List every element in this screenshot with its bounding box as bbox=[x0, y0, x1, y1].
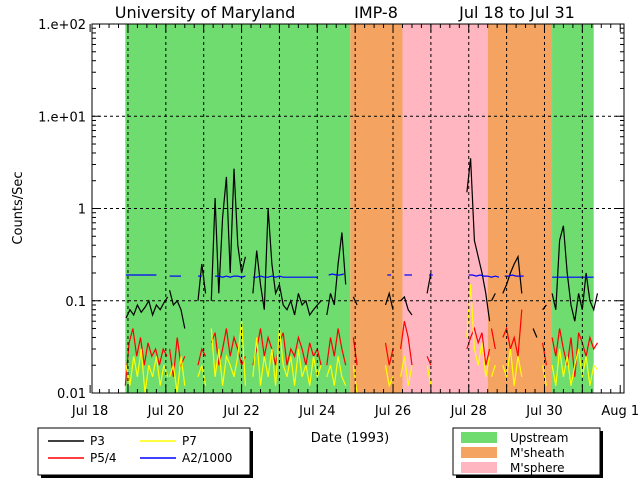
x-axis-label: Date (1993) bbox=[311, 431, 389, 446]
series-line-segment bbox=[400, 321, 413, 366]
series-line-segment bbox=[502, 254, 523, 294]
y-tick-label: 1.e+01 bbox=[38, 110, 86, 125]
series-line-segment bbox=[197, 347, 207, 366]
legend-label: P5/4 bbox=[90, 451, 117, 465]
x-tick-label: Aug 1 bbox=[601, 404, 639, 419]
series-line-segment bbox=[352, 337, 358, 366]
series-line-segment bbox=[490, 328, 496, 350]
chart-title-part: Jul 18 to Jul 31 bbox=[458, 3, 575, 22]
region-msphere bbox=[402, 24, 488, 393]
series-line-segment bbox=[400, 356, 413, 386]
series-line-segment bbox=[197, 263, 207, 301]
series-line-segment bbox=[466, 284, 491, 377]
x-tick-label: Jul 26 bbox=[374, 404, 411, 419]
series-line-segment bbox=[252, 328, 322, 386]
x-tick-label: Jul 20 bbox=[147, 404, 184, 419]
y-axis-label: Counts/Sec bbox=[11, 171, 26, 244]
legend-label: M'sheath bbox=[510, 446, 565, 460]
series-line-segment bbox=[426, 365, 432, 386]
x-tick-label: Jul 22 bbox=[222, 404, 259, 419]
series-line-segment bbox=[542, 365, 547, 386]
series-line-segment bbox=[210, 321, 246, 386]
series-line-segment bbox=[468, 274, 500, 278]
series-line-segment bbox=[532, 328, 538, 338]
series-line-segment bbox=[400, 295, 413, 316]
series-line-segment bbox=[197, 365, 207, 386]
series-line-segment bbox=[426, 272, 432, 294]
x-tick-label: Jul 28 bbox=[450, 404, 487, 419]
x-tick-label: Jul 24 bbox=[298, 404, 335, 419]
series-line-segment bbox=[326, 356, 347, 386]
series-line-segment bbox=[326, 328, 347, 366]
legend-box bbox=[37, 427, 251, 476]
series-a21000 bbox=[126, 273, 594, 278]
legend-label: M'sphere bbox=[510, 461, 565, 475]
legend-label: P7 bbox=[182, 434, 197, 448]
series-line-segment bbox=[384, 365, 394, 388]
series-line-segment bbox=[466, 158, 491, 322]
series-line-segment bbox=[125, 348, 169, 394]
series-line-segment bbox=[490, 293, 496, 302]
legend-label: A2/1000 bbox=[182, 451, 232, 465]
chart-title-part: IMP-8 bbox=[354, 3, 398, 22]
legend-swatch bbox=[461, 462, 497, 473]
series-line-segment bbox=[384, 342, 394, 366]
chart-title-part: University of Maryland bbox=[115, 3, 296, 22]
x-tick-label: Jul 18 bbox=[71, 404, 108, 419]
series-line-segment bbox=[326, 232, 347, 316]
series-line-segment bbox=[551, 348, 598, 386]
series-line-segment bbox=[551, 225, 599, 322]
y-tick-label: 0.01 bbox=[57, 387, 86, 402]
series-line-segment bbox=[502, 348, 523, 386]
legend-swatch bbox=[461, 432, 497, 443]
series-line-segment bbox=[252, 275, 318, 278]
series-legend: P3 P7 P5/4 A2/1000 bbox=[37, 427, 253, 478]
legend-label: P3 bbox=[90, 434, 105, 448]
series-line-segment bbox=[502, 309, 523, 357]
series-p7 bbox=[125, 284, 598, 394]
x-tick-label: Jul 30 bbox=[525, 404, 562, 419]
series-line-segment bbox=[252, 208, 322, 317]
series-line-segment bbox=[426, 356, 432, 366]
series-line-segment bbox=[490, 365, 496, 377]
series-line-segment bbox=[210, 168, 246, 301]
y-tick-label: 1 bbox=[78, 203, 86, 218]
y-tick-label: 0.1 bbox=[65, 295, 86, 310]
series-line-segment bbox=[466, 326, 491, 366]
series-line-segment bbox=[210, 328, 246, 368]
legend-label: Upstream bbox=[510, 431, 568, 445]
series-line-segment bbox=[124, 328, 168, 386]
series-line-segment bbox=[504, 274, 524, 277]
legend-swatch bbox=[461, 447, 497, 458]
series-line-segment bbox=[551, 328, 599, 377]
series-line-segment bbox=[215, 275, 246, 278]
series-line-segment bbox=[328, 273, 344, 276]
y-tick-label: 1.e+02 bbox=[38, 18, 86, 33]
series-line-segment bbox=[125, 296, 169, 319]
